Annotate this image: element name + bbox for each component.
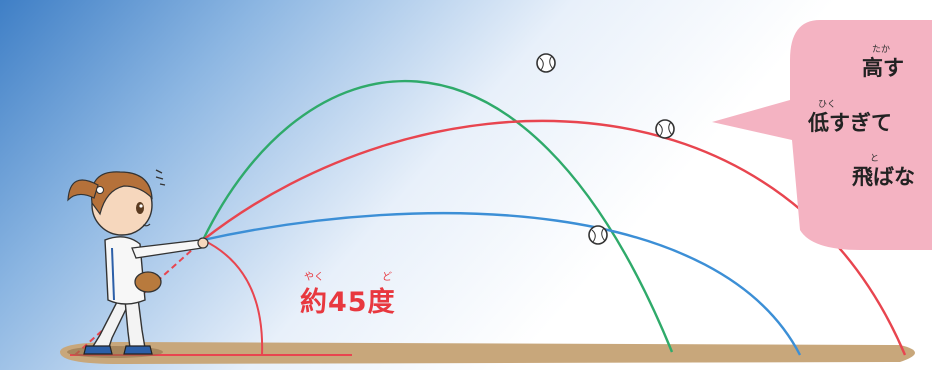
speech-bubble xyxy=(712,20,932,250)
ball-mid xyxy=(655,119,675,139)
bubble-line1-ruby: たか xyxy=(872,45,891,55)
bubble-line3-ruby: と xyxy=(870,154,880,164)
bubble-line2-ruby: ひく xyxy=(818,100,837,110)
angle-ruby-yaku: やく xyxy=(304,272,324,283)
bubble-line1: 高す xyxy=(862,56,904,80)
ball-high xyxy=(536,53,556,73)
low-trajectory xyxy=(202,211,802,356)
high-trajectory xyxy=(201,79,674,353)
girl-pitcher-illustration xyxy=(67,169,209,358)
bubble-line3: 飛ばな xyxy=(852,165,915,189)
bubble-line2: 低すぎて xyxy=(808,111,892,135)
ball-low xyxy=(588,225,608,245)
ground xyxy=(60,342,915,364)
angle-guide-line xyxy=(74,239,204,356)
angle-ruby-do: ど xyxy=(382,272,392,283)
angle-arc xyxy=(202,239,264,356)
angle-label: 約45度 xyxy=(300,287,396,318)
